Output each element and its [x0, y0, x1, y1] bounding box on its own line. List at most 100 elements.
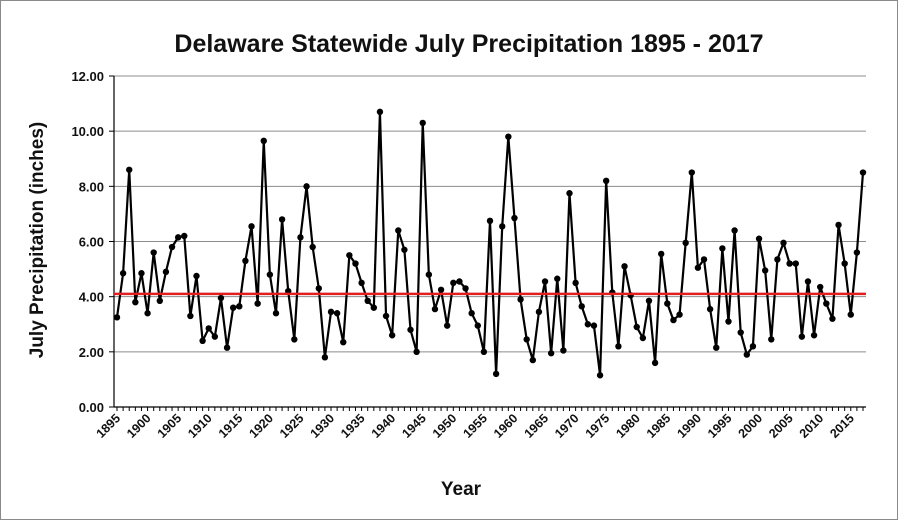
x-tick-label: 1970: [552, 411, 582, 441]
data-point: [725, 318, 732, 325]
data-point: [749, 343, 757, 350]
data-point: [554, 275, 561, 282]
data-point: [658, 250, 665, 258]
data-point: [823, 300, 830, 307]
data-point: [835, 221, 842, 229]
x-tick-label: 1975: [583, 411, 613, 441]
data-point: [596, 372, 604, 379]
data-point: [590, 322, 598, 329]
data-point: [480, 348, 488, 356]
data-point: [694, 264, 702, 271]
x-tick-label: 1985: [644, 411, 674, 441]
data-point: [272, 310, 280, 317]
data-point: [676, 311, 683, 318]
chart-title: Delaware Statewide July Precipitation 18…: [174, 30, 763, 58]
data-point: [847, 311, 854, 318]
x-tick-label: 2015: [827, 411, 857, 441]
data-point: [278, 216, 286, 223]
data-point: [211, 333, 219, 340]
data-point: [505, 133, 512, 140]
x-tick-label: 1980: [613, 411, 643, 441]
data-point: [492, 370, 500, 378]
data-point: [829, 315, 836, 322]
data-point: [731, 227, 738, 234]
data-point: [119, 270, 127, 277]
data-point: [407, 326, 414, 333]
data-point: [437, 286, 445, 293]
data-point: [291, 336, 298, 343]
data-point: [688, 169, 695, 176]
x-tick-label: 1895: [94, 411, 124, 441]
data-point: [370, 304, 378, 311]
data-point: [810, 332, 818, 339]
data-point: [199, 337, 206, 344]
data-point: [523, 336, 530, 343]
data-point: [780, 239, 787, 247]
data-point: [174, 234, 182, 241]
x-tick-label: 1940: [369, 411, 399, 441]
data-point: [132, 298, 139, 306]
gridlines: [114, 75, 866, 353]
data-point: [248, 223, 255, 230]
data-point: [205, 325, 212, 332]
y-tick-label: 2.00: [79, 345, 104, 360]
y-axis-title: July Precipitation (inches): [27, 122, 48, 359]
data-point: [541, 278, 549, 285]
data-point: [321, 354, 329, 361]
data-point: [254, 300, 261, 307]
data-point: [303, 183, 310, 190]
data-point: [242, 257, 249, 265]
data-point: [162, 268, 170, 276]
data-point: [113, 314, 121, 321]
data-point: [633, 323, 640, 331]
x-tick-label: 1965: [522, 411, 552, 441]
x-axis-title: Year: [441, 479, 482, 500]
x-tick-label: 2000: [736, 411, 766, 441]
data-point: [376, 108, 384, 116]
y-tick-label: 0.00: [79, 400, 104, 415]
data-point: [566, 190, 573, 197]
data-point: [486, 217, 494, 225]
data-point: [572, 279, 579, 287]
axes: [109, 75, 866, 411]
data-point: [431, 305, 439, 313]
data-point: [168, 243, 176, 251]
data-point: [333, 310, 341, 317]
data-point: [217, 294, 225, 302]
data-point: [816, 283, 824, 291]
data-point: [297, 234, 304, 241]
data-point: [621, 263, 628, 270]
data-point: [670, 316, 677, 324]
data-point: [584, 321, 592, 328]
data-point: [761, 267, 769, 274]
data-point: [499, 223, 506, 230]
data-point: [413, 348, 420, 356]
x-tick-label: 1990: [674, 411, 704, 441]
series-precipitation: [113, 108, 867, 379]
x-tick-label: 2010: [797, 411, 827, 441]
data-point: [706, 305, 714, 313]
data-point: [529, 356, 537, 364]
data-point: [425, 271, 433, 278]
data-point: [560, 347, 567, 354]
data-point: [743, 351, 751, 358]
x-tick-labels: 1895 1900 1905 1910 1915 1920 1925 1930 1935 1940…: [94, 411, 857, 441]
x-tick-label: 1920: [246, 411, 276, 441]
data-point: [713, 344, 720, 351]
data-point: [395, 227, 402, 234]
x-tick-label: 1995: [705, 411, 735, 441]
x-tick-label: 1950: [430, 411, 460, 441]
data-point: [719, 245, 726, 252]
y-tick-labels: 0.00 2.00 4.00 6.00 8.00 10.00 12.00: [71, 69, 104, 415]
data-point: [382, 312, 390, 320]
data-point: [798, 333, 806, 340]
y-tick-label: 10.00: [71, 124, 104, 139]
data-point: [364, 297, 371, 305]
data-point: [859, 169, 867, 176]
data-point: [547, 350, 555, 357]
data-point: [462, 285, 469, 292]
x-tick-label: 1955: [460, 411, 490, 441]
data-point: [144, 310, 151, 317]
